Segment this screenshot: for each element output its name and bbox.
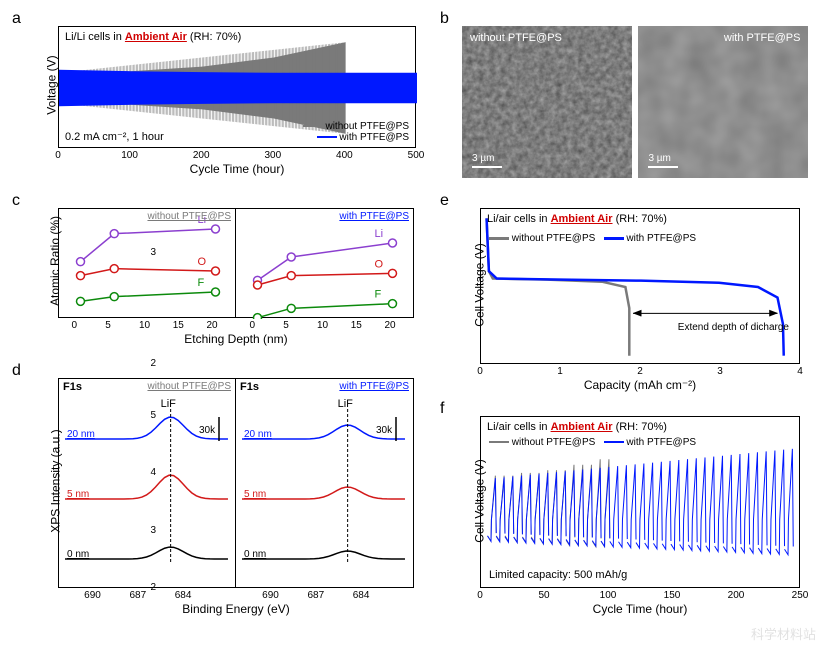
panel-a-title: Li/Li cells in Ambient Air (RH: 70%) xyxy=(65,31,241,43)
panel-d-label: d xyxy=(12,362,21,380)
panel-d-rtitle: with PTFE@PS xyxy=(339,381,409,392)
panel-a-plot: Li/Li cells in Ambient Air (RH: 70%) 0.2… xyxy=(58,26,416,148)
panel-d-ylabel: XPS Intensity (a.u.) xyxy=(49,429,63,532)
panel-c-label: c xyxy=(12,192,20,210)
svg-text:5 nm: 5 nm xyxy=(244,489,266,500)
svg-text:20 nm: 20 nm xyxy=(67,429,95,440)
panel-f-title: Li/air cells in Ambient Air (RH: 70%) xyxy=(487,421,667,433)
panel-c-left-title: without PTFE@PS xyxy=(147,211,231,222)
panel-f-ylabel: Cell Voltage (V) xyxy=(473,459,487,542)
panel-a-ylabel: Voltage (V) xyxy=(45,55,59,114)
panel-c-xlabel: Etching Depth (nm) xyxy=(136,332,336,346)
panel-c-right-title: with PTFE@PS xyxy=(339,211,409,222)
panel-d-left-title: without PTFE@PS xyxy=(147,381,231,392)
panel-b-label: b xyxy=(440,10,449,28)
svg-text:LiF: LiF xyxy=(161,398,177,410)
panel-a-legend: without PTFE@PS with PTFE@PS xyxy=(303,121,409,143)
sem-right: with PTFE@PS 3 µm xyxy=(638,26,808,178)
panel-c-right: Li O F with PTFE@PS xyxy=(236,208,414,318)
panel-e-label: e xyxy=(440,192,449,210)
panel-d-tag-r: F1s xyxy=(240,381,259,393)
sem-left-scalebar: 3 µm xyxy=(472,153,502,168)
panel-b-images: without PTFE@PS 3 µm with PTFE@PS 3 µm xyxy=(462,26,808,183)
sem-left-caption: without PTFE@PS xyxy=(470,32,562,44)
svg-text:Li: Li xyxy=(375,228,384,240)
svg-text:F: F xyxy=(375,289,382,301)
panel-f-xlabel: Cycle Time (hour) xyxy=(593,602,688,616)
panel-c-left: LiOF without PTFE@PS xyxy=(58,208,236,318)
svg-text:0 nm: 0 nm xyxy=(67,549,89,560)
panel-c-ylabel: Atomic Ratio (%) xyxy=(48,216,62,306)
panel-e-annot: Extend depth of dicharge xyxy=(678,322,789,333)
panel-e-xlabel: Capacity (mAh cm⁻²) xyxy=(584,378,696,392)
svg-text:O: O xyxy=(375,258,384,270)
panel-e-ylabel: Cell Voltage (V) xyxy=(473,243,487,326)
panel-d-xlabel: Binding Energy (eV) xyxy=(126,602,346,616)
svg-text:O: O xyxy=(198,256,207,268)
panel-f-legend: without PTFE@PS with PTFE@PS xyxy=(489,437,696,448)
panel-a-label: a xyxy=(12,10,21,28)
svg-text:30k: 30k xyxy=(376,425,393,436)
panel-a-xlabel: Cycle Time (hour) xyxy=(190,162,285,176)
sem-right-caption: with PTFE@PS xyxy=(724,32,801,44)
panel-f-plot: Li/air cells in Ambient Air (RH: 70%) wi… xyxy=(480,416,800,588)
sem-left: without PTFE@PS 3 µm xyxy=(462,26,632,178)
panel-d-tag: F1s xyxy=(63,381,82,393)
panel-e-legend: without PTFE@PS with PTFE@PS xyxy=(489,233,696,244)
svg-text:F: F xyxy=(198,277,205,289)
panel-f-note: Limited capacity: 500 mAh/g xyxy=(489,569,627,581)
panel-d-right: 20 nm 5 nm 0 nm LiF 30k F1s with PTFE@PS xyxy=(236,378,414,588)
panel-e-plot: Li/air cells in Ambient Air (RH: 70%) wi… xyxy=(480,208,800,364)
watermark: 科学材料站 xyxy=(751,624,816,643)
panel-e-title: Li/air cells in Ambient Air (RH: 70%) xyxy=(487,213,667,225)
sem-right-scalebar: 3 µm xyxy=(648,153,678,168)
panel-d-left: 20 nm 5 nm 0 nm LiF 30k F1s without PTFE@PS xyxy=(58,378,236,588)
svg-text:5 nm: 5 nm xyxy=(67,489,89,500)
svg-text:LiF: LiF xyxy=(338,398,354,410)
svg-text:20 nm: 20 nm xyxy=(244,429,272,440)
panel-f-label: f xyxy=(440,400,444,418)
svg-text:30k: 30k xyxy=(199,425,216,436)
panel-a-condition: 0.2 mA cm⁻², 1 hour xyxy=(65,130,164,143)
svg-text:0 nm: 0 nm xyxy=(244,549,266,560)
